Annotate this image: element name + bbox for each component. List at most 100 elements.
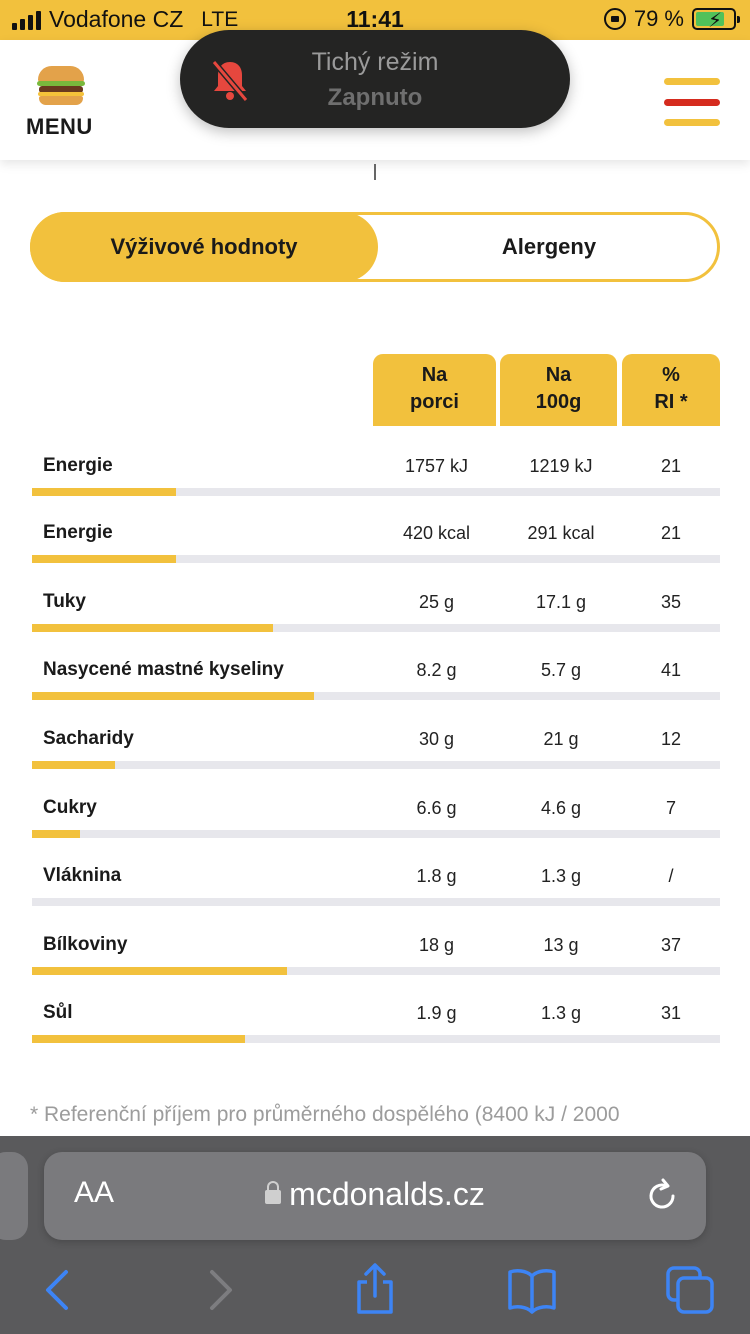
table-row: Bílkoviny 18 g 13 g 37: [32, 923, 720, 992]
browser-toolbar: AA mcdonalds.cz: [0, 1136, 750, 1334]
ri-bar-track: [32, 1035, 720, 1043]
share-icon[interactable]: [345, 1260, 405, 1320]
value-per-100g: 1.3 g: [540, 1002, 582, 1023]
nutrient-label: Energie: [43, 455, 113, 476]
table-row: Energie 420 kcal 291 kcal 21: [32, 511, 720, 580]
ri-bar-fill: [32, 488, 176, 496]
header-line: RI *: [654, 391, 688, 413]
value-ri: 31: [660, 1002, 682, 1023]
header-line: Na: [545, 364, 572, 386]
ri-bar-fill: [32, 624, 273, 632]
burger-menu-icon[interactable]: [37, 66, 85, 106]
value-portion: 420 kcal: [402, 522, 471, 543]
network-type: LTE: [201, 7, 239, 31]
value-portion: 1.9 g: [416, 1002, 457, 1023]
value-portion: 6.6 g: [416, 797, 457, 818]
nutrient-label: Sůl: [43, 1002, 73, 1023]
ri-bar-track: [32, 898, 720, 906]
value-per-100g: 1.3 g: [540, 865, 582, 886]
url-text[interactable]: mcdonalds.cz: [44, 1176, 706, 1213]
ri-bar-fill: [32, 967, 287, 975]
nutrient-label: Tuky: [43, 591, 86, 612]
ri-bar-fill: [32, 692, 314, 700]
tab-switcher: Výživové hodnoty Alergeny: [30, 212, 720, 282]
column-header-portion: Na porci: [373, 354, 496, 426]
address-bar[interactable]: AA mcdonalds.cz: [44, 1152, 706, 1240]
signal-icon: [12, 10, 41, 30]
back-icon[interactable]: [28, 1260, 88, 1320]
battery-icon: ⚡: [692, 8, 740, 32]
header-divider: [374, 164, 376, 180]
nutrient-label: Cukry: [43, 797, 97, 818]
header-line: porci: [410, 391, 459, 413]
value-ri: /: [668, 865, 674, 886]
ri-bar-fill: [32, 555, 176, 563]
table-row: Nasycené mastné kyseliny 8.2 g 5.7 g 41: [32, 648, 720, 717]
header-line: 100g: [535, 391, 582, 413]
tab-allergens[interactable]: Alergeny: [501, 234, 597, 259]
table-row: Tuky 25 g 17.1 g 35: [32, 580, 720, 649]
reader-options-button[interactable]: AA: [74, 1176, 115, 1209]
footnote: * Referenční příjem pro průměrného dospě…: [30, 1103, 620, 1126]
value-per-100g: 4.6 g: [540, 797, 582, 818]
nutrient-label: Sacharidy: [43, 728, 134, 749]
ri-bar-track: [32, 761, 720, 769]
rotation-lock-icon: [603, 8, 626, 30]
lock-icon: [265, 1181, 282, 1204]
hamburger-icon[interactable]: [664, 78, 720, 126]
tab-nutrition[interactable]: Výživové hodnoty: [30, 212, 378, 282]
value-per-100g: 1219 kJ: [529, 455, 593, 476]
column-header-ri: % RI *: [622, 354, 720, 426]
toast-subtitle: Zapnuto: [327, 84, 423, 111]
ri-bar-fill: [32, 830, 80, 838]
ri-bar-fill: [32, 1035, 245, 1043]
ri-bar-track: [32, 624, 720, 632]
value-per-100g: 13 g: [543, 934, 579, 955]
value-ri: 7: [665, 797, 676, 818]
value-ri: 21: [660, 522, 682, 543]
bookmarks-icon[interactable]: [502, 1260, 562, 1320]
value-portion: 1757 kJ: [404, 455, 469, 476]
toast-title: Tichý režim: [311, 48, 439, 76]
column-header-per-100g: Na 100g: [500, 354, 617, 426]
value-per-100g: 17.1 g: [535, 591, 587, 612]
ri-bar-track: [32, 488, 720, 496]
table-row: Vláknina 1.8 g 1.3 g /: [32, 854, 720, 923]
url-domain: mcdonalds.cz: [289, 1176, 485, 1212]
nutrient-label: Energie: [43, 522, 113, 543]
reload-icon[interactable]: [642, 1176, 682, 1216]
value-ri: 12: [660, 728, 682, 749]
tabs-icon[interactable]: [660, 1260, 720, 1320]
ri-bar-track: [32, 555, 720, 563]
status-right: 79 % ⚡: [603, 6, 740, 32]
forward-icon[interactable]: [190, 1260, 250, 1320]
table-row: Energie 1757 kJ 1219 kJ 21: [32, 444, 720, 513]
value-ri: 37: [660, 934, 682, 955]
header-line: Na: [421, 364, 448, 386]
table-row: Cukry 6.6 g 4.6 g 7: [32, 786, 720, 855]
value-ri: 35: [660, 591, 682, 612]
value-ri: 21: [660, 455, 682, 476]
value-portion: 18 g: [418, 934, 455, 955]
nutrient-label: Nasycené mastné kyseliny: [43, 659, 284, 680]
menu-link[interactable]: MENU: [26, 114, 93, 139]
value-per-100g: 5.7 g: [540, 659, 582, 680]
table-row: Sůl 1.9 g 1.3 g 31: [32, 991, 720, 1060]
previous-tab-preview[interactable]: [0, 1152, 28, 1240]
header-line: %: [662, 364, 680, 386]
silent-mode-toast: Tichý režim Zapnuto: [180, 30, 570, 128]
value-portion: 30 g: [418, 728, 455, 749]
ri-bar-track: [32, 830, 720, 838]
battery-level: [696, 12, 725, 26]
value-portion: 1.8 g: [416, 865, 457, 886]
charging-bolt-icon: ⚡: [708, 10, 723, 32]
value-per-100g: 21 g: [543, 728, 579, 749]
ri-bar-track: [32, 967, 720, 975]
ri-bar-fill: [32, 761, 115, 769]
clock: 11:41: [346, 6, 404, 32]
carrier-name: Vodafone CZ: [49, 6, 184, 32]
nutrient-label: Bílkoviny: [43, 934, 128, 955]
status-left: Vodafone CZ LTE: [12, 6, 238, 33]
table-row: Sacharidy 30 g 21 g 12: [32, 717, 720, 786]
battery-percent: 79 %: [633, 6, 684, 31]
